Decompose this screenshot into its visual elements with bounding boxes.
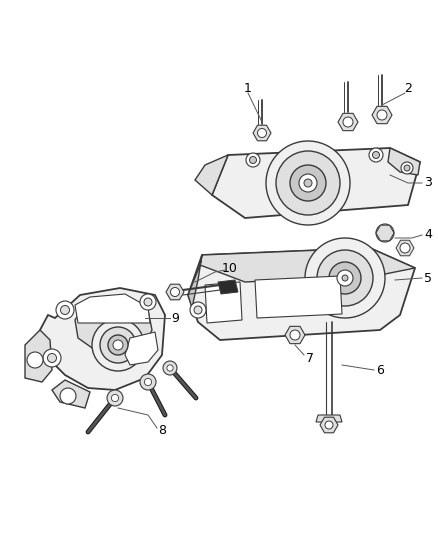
Polygon shape	[125, 332, 158, 365]
Circle shape	[325, 421, 333, 429]
Polygon shape	[75, 294, 150, 323]
Circle shape	[108, 335, 128, 355]
Polygon shape	[195, 155, 228, 195]
Circle shape	[266, 141, 350, 225]
Circle shape	[140, 374, 156, 390]
Circle shape	[305, 238, 385, 318]
Circle shape	[342, 275, 348, 281]
Polygon shape	[372, 107, 392, 124]
Circle shape	[190, 302, 206, 318]
Circle shape	[372, 151, 379, 158]
Polygon shape	[253, 125, 271, 141]
Polygon shape	[200, 248, 415, 282]
Text: 3: 3	[424, 176, 432, 190]
Circle shape	[60, 305, 70, 314]
Circle shape	[250, 157, 257, 164]
Circle shape	[113, 340, 123, 350]
Polygon shape	[188, 255, 202, 308]
Polygon shape	[166, 284, 184, 300]
Polygon shape	[25, 330, 52, 382]
Circle shape	[258, 128, 266, 138]
Circle shape	[337, 270, 353, 286]
Circle shape	[329, 262, 361, 294]
Circle shape	[299, 174, 317, 192]
Text: 6: 6	[376, 364, 384, 376]
Text: 5: 5	[424, 271, 432, 285]
Circle shape	[246, 153, 260, 167]
Polygon shape	[285, 326, 305, 344]
Circle shape	[400, 243, 410, 253]
Circle shape	[167, 365, 173, 371]
Circle shape	[380, 228, 390, 238]
Circle shape	[401, 162, 413, 174]
Text: 7: 7	[306, 351, 314, 365]
Text: 8: 8	[158, 424, 166, 437]
Polygon shape	[388, 148, 420, 175]
Circle shape	[107, 390, 123, 406]
Polygon shape	[218, 280, 238, 294]
Text: 4: 4	[424, 229, 432, 241]
Circle shape	[404, 165, 410, 171]
Text: 9: 9	[171, 311, 179, 325]
Polygon shape	[320, 417, 338, 433]
Polygon shape	[40, 288, 165, 390]
Polygon shape	[212, 148, 420, 218]
Circle shape	[56, 301, 74, 319]
Circle shape	[376, 224, 394, 242]
Polygon shape	[52, 380, 90, 408]
Polygon shape	[188, 248, 415, 340]
Circle shape	[163, 361, 177, 375]
Circle shape	[290, 330, 300, 340]
Circle shape	[304, 179, 312, 187]
Polygon shape	[255, 276, 342, 318]
Circle shape	[92, 319, 144, 371]
Circle shape	[145, 378, 152, 385]
Circle shape	[194, 306, 202, 314]
Circle shape	[43, 349, 61, 367]
Circle shape	[144, 298, 152, 306]
Circle shape	[170, 287, 180, 296]
Polygon shape	[396, 240, 414, 256]
Circle shape	[27, 352, 43, 368]
Polygon shape	[338, 114, 358, 131]
Circle shape	[140, 294, 156, 310]
Circle shape	[60, 388, 76, 404]
Circle shape	[290, 165, 326, 201]
Text: 10: 10	[222, 262, 238, 274]
Circle shape	[100, 327, 136, 363]
Circle shape	[47, 353, 57, 362]
Circle shape	[343, 117, 353, 127]
Polygon shape	[316, 415, 342, 422]
Circle shape	[276, 151, 340, 215]
Circle shape	[111, 394, 119, 401]
Polygon shape	[205, 282, 242, 323]
Circle shape	[377, 110, 387, 120]
Polygon shape	[376, 225, 394, 241]
Polygon shape	[75, 296, 152, 352]
Circle shape	[317, 250, 373, 306]
Text: 1: 1	[244, 82, 252, 94]
Text: 2: 2	[404, 82, 412, 94]
Circle shape	[369, 148, 383, 162]
